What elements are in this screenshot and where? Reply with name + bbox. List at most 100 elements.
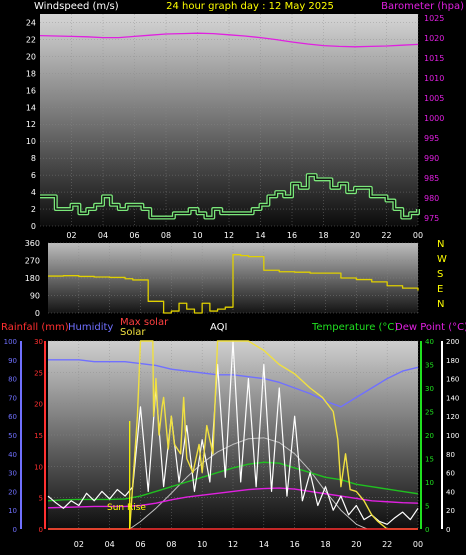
barometer-line: [39, 32, 419, 48]
wind-x-tick-label: 16: [287, 231, 297, 240]
temperature-tick-label: 0: [425, 526, 429, 534]
rain-tick-label: 25: [34, 369, 43, 377]
solar-tick-label: 180: [446, 357, 459, 365]
direction-tick-label: 360: [25, 239, 40, 248]
solar-line: [48, 340, 418, 530]
windspeed-tick-label: 0: [31, 222, 36, 231]
climate-x-tick-label: 06: [135, 540, 145, 549]
compass-label: N: [437, 299, 444, 310]
climate-panel-x-axis: 02 04 06 08 10 12 14 16 18 20 22 00: [74, 540, 423, 549]
barometer-tick-label: 990: [424, 154, 439, 163]
wind-x-tick-label: 22: [381, 231, 391, 240]
barometer-tick-label: 1010: [424, 74, 444, 83]
max-solar-line: [129, 437, 368, 530]
rain-tick-label: 0: [39, 526, 43, 534]
solar-tick-label: 200: [446, 338, 459, 346]
wind-panel-right-axis: 975 980 985 990 995 1000 1005 1010 1015 1020 1025: [424, 14, 444, 223]
barometer-tick-label: 1005: [424, 94, 444, 103]
humidity-tick-label: 60: [8, 413, 17, 421]
barometer-tick-label: 1020: [424, 34, 444, 43]
legend-dew-point: Dew Point (°C): [395, 322, 466, 333]
windspeed-tick-label: 10: [26, 137, 36, 146]
windspeed-tick-label: 24: [26, 18, 36, 27]
humidity-tick-label: 0: [13, 526, 17, 534]
windspeed-axis-title: Windspeed (m/s): [34, 1, 119, 12]
windspeed-tick-label: 4: [31, 188, 36, 197]
climate-x-tick-label: 08: [166, 540, 176, 549]
windspeed-tick-label: 22: [26, 35, 36, 44]
climate-panel-grid: [48, 340, 419, 530]
legend-max-solar: Max solar: [120, 317, 169, 328]
humidity-tick-label: 100: [4, 338, 17, 346]
windspeed-average-line: [40, 174, 419, 219]
humidity-tick-label: 10: [8, 507, 17, 515]
climate-x-tick-label: 22: [382, 540, 392, 549]
wind-x-tick-label: 20: [350, 231, 360, 240]
barometer-tick-label: 1015: [424, 54, 444, 63]
chart-title: 24 hour graph day : 12 May 2025: [166, 1, 334, 12]
wind-panel-x-axis: 02 04 06 08 10 12 14 16 18 20 22 00: [66, 231, 423, 240]
wind-x-tick-label: 12: [224, 231, 234, 240]
wind-x-tick-label: 18: [318, 231, 328, 240]
solar-tick-label: 60: [446, 470, 455, 478]
humidity-tick-label: 50: [8, 432, 17, 440]
direction-panel-series: [48, 254, 419, 314]
legend-humidity: Humidity: [68, 322, 113, 333]
rain-tick-label: 10: [34, 463, 43, 471]
humidity-tick-label: 70: [8, 394, 17, 402]
solar-tick-label: 20: [446, 507, 455, 515]
dew-point-line: [47, 487, 419, 509]
direction-tick-label: 90: [30, 292, 40, 301]
climate-x-tick-label: 14: [259, 540, 269, 549]
temperature-tick-label: 30: [425, 385, 434, 393]
solar-tick-label: 40: [446, 488, 455, 496]
compass-label: E: [437, 284, 443, 295]
windspeed-tick-label: 18: [26, 69, 36, 78]
direction-tick-label: 0: [35, 309, 40, 318]
humidity-tick-label: 20: [8, 488, 17, 496]
windspeed-tick-label: 14: [26, 103, 36, 112]
windspeed-tick-label: 8: [31, 154, 36, 163]
climate-x-tick-label: 04: [105, 540, 115, 549]
wind-x-tick-label: 10: [192, 231, 202, 240]
wind-panel-grid: [40, 14, 419, 227]
sunrise-annotation: Sun Rise: [107, 503, 146, 513]
legend-temperature: Temperature (°C): [311, 322, 398, 333]
humidity-tick-label: 80: [8, 376, 17, 384]
wind-x-tick-label: 00: [413, 231, 423, 240]
solar-tick-label: 80: [446, 451, 455, 459]
temperature-tick-label: 5: [425, 503, 429, 511]
solar-tick-label: 120: [446, 413, 459, 421]
rain-tick-label: 30: [34, 338, 43, 346]
barometer-tick-label: 980: [424, 194, 439, 203]
barometer-axis-title: Barometer (hpa): [381, 1, 464, 12]
solar-tick-label: 0: [446, 526, 450, 534]
rain-tick-label: 20: [34, 401, 43, 409]
climate-x-tick-label: 10: [197, 540, 207, 549]
wind-direction-line: [48, 254, 419, 314]
direction-tick-label: 180: [25, 274, 40, 283]
barometer-tick-label: 985: [424, 174, 439, 183]
solar-tick-label: 160: [446, 376, 459, 384]
barometer-tick-label: 975: [424, 214, 439, 223]
barometer-tick-label: 995: [424, 134, 439, 143]
direction-panel-left-axis: 0 90 180 270 360: [25, 239, 40, 318]
wind-x-tick-label: 14: [255, 231, 265, 240]
windspeed-tick-label: 6: [31, 171, 36, 180]
temperature-tick-label: 25: [425, 409, 434, 417]
legend-rainfall: Rainfall (mm): [1, 322, 69, 333]
barometer-tick-label: 1000: [424, 114, 444, 123]
wind-panel-series: [39, 32, 420, 220]
temperature-tick-label: 15: [425, 456, 434, 464]
wind-x-tick-label: 08: [161, 231, 171, 240]
humidity-tick-label: 40: [8, 451, 17, 459]
climate-x-tick-label: 16: [290, 540, 300, 549]
climate-x-tick-label: 00: [413, 540, 423, 549]
legend-solar: Solar: [120, 327, 146, 338]
rain-tick-label: 15: [34, 432, 43, 440]
climate-x-tick-label: 12: [228, 540, 238, 549]
humidity-line: [48, 359, 419, 408]
windspeed-tick-label: 2: [31, 205, 36, 214]
wind-x-tick-label: 02: [66, 231, 76, 240]
